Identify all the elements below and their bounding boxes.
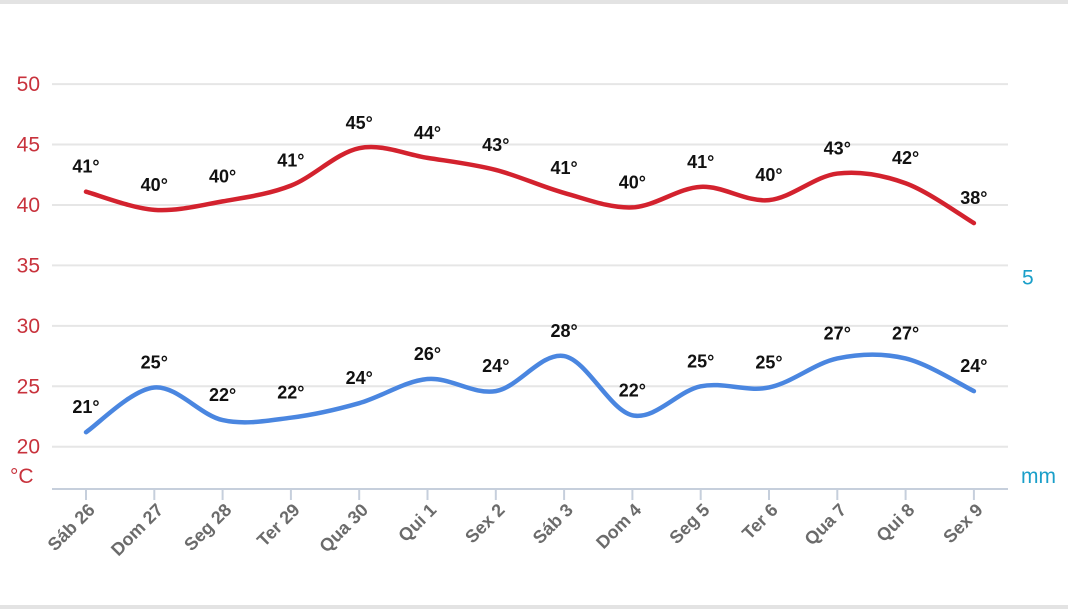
- top-divider: [0, 0, 1068, 4]
- x-tick-label: Ter 6: [738, 500, 782, 544]
- max-temp-data-label: 45°: [346, 113, 373, 133]
- y-tick-label: 30: [17, 315, 40, 338]
- y-tick-label: 20: [17, 436, 40, 459]
- x-tick-label: Qui 8: [872, 500, 918, 546]
- x-tick-label: Sex 2: [461, 500, 508, 547]
- x-tick-label: Qua 30: [315, 500, 372, 557]
- y-tick-label: 35: [17, 254, 40, 277]
- x-tick-label: Sáb 3: [529, 500, 577, 548]
- max-temp-data-label: 43°: [824, 139, 851, 159]
- y-tick-label: 25: [17, 375, 40, 398]
- bottom-divider: [0, 605, 1068, 609]
- max-temp-data-label: 41°: [687, 152, 714, 172]
- x-tick-label: Seg 5: [665, 500, 713, 548]
- min-temp-data-label: 25°: [755, 352, 782, 372]
- max-temp-data-label: 40°: [209, 166, 236, 186]
- min-temp-data-label: 27°: [824, 323, 851, 343]
- x-tick-label: Ter 29: [253, 500, 304, 551]
- max-temp-data-label: 44°: [414, 123, 441, 143]
- max-temp-data-label: 38°: [960, 188, 987, 208]
- x-tick-label: Sex 9: [939, 500, 986, 547]
- min-temp-data-label: 24°: [346, 368, 373, 388]
- min-temperature-line: [83, 352, 977, 435]
- max-temp-data-label: 42°: [892, 148, 919, 168]
- min-temp-data-label: 22°: [277, 383, 304, 403]
- max-temp-data-label: 40°: [619, 172, 646, 192]
- max-temperature-line: [83, 144, 977, 226]
- min-temp-data-label: 25°: [141, 352, 168, 372]
- min-temp-data-label: 26°: [414, 344, 441, 364]
- min-temp-data-label: 22°: [619, 380, 646, 400]
- series: [83, 144, 977, 435]
- min-temp-data-label: 27°: [892, 323, 919, 343]
- y-tick-label: 50: [17, 73, 40, 96]
- y-axis-unit-label: °C: [10, 465, 34, 488]
- max-temp-data-label: 41°: [550, 158, 577, 178]
- max-temp-data-label: 41°: [277, 151, 304, 171]
- max-temp-data-label: 41°: [72, 157, 99, 177]
- x-tick-label: Dom 4: [592, 500, 645, 553]
- y-tick-label: 40: [17, 194, 40, 217]
- min-temp-data-label: 24°: [482, 356, 509, 376]
- min-temp-data-label: 25°: [687, 351, 714, 371]
- min-temp-data-label: 21°: [72, 397, 99, 417]
- max-temp-data-label: 43°: [482, 135, 509, 155]
- y-tick-label: 45: [17, 134, 40, 157]
- x-tick-label: Sáb 26: [44, 500, 99, 555]
- x-tick-label: Qui 1: [394, 500, 440, 546]
- min-temp-data-label: 28°: [550, 321, 577, 341]
- right-axis-tick: 5: [1022, 267, 1034, 290]
- x-tick-label: Dom 27: [107, 500, 167, 560]
- data-labels: 41° 40° 40° 41° 45° 44° 43° 41° 40° 41° 40° 43° 42° 3…: [72, 113, 987, 417]
- min-temp-data-label: 22°: [209, 385, 236, 405]
- x-tick-label: Seg 28: [180, 500, 235, 555]
- x-tick-label: Qua 7: [801, 500, 851, 550]
- min-temp-data-label: 24°: [960, 356, 987, 376]
- max-temp-data-label: 40°: [755, 165, 782, 185]
- max-temp-data-label: 40°: [141, 175, 168, 195]
- right-axis-unit-label: mm: [1021, 465, 1056, 488]
- gridlines: [52, 83, 1008, 448]
